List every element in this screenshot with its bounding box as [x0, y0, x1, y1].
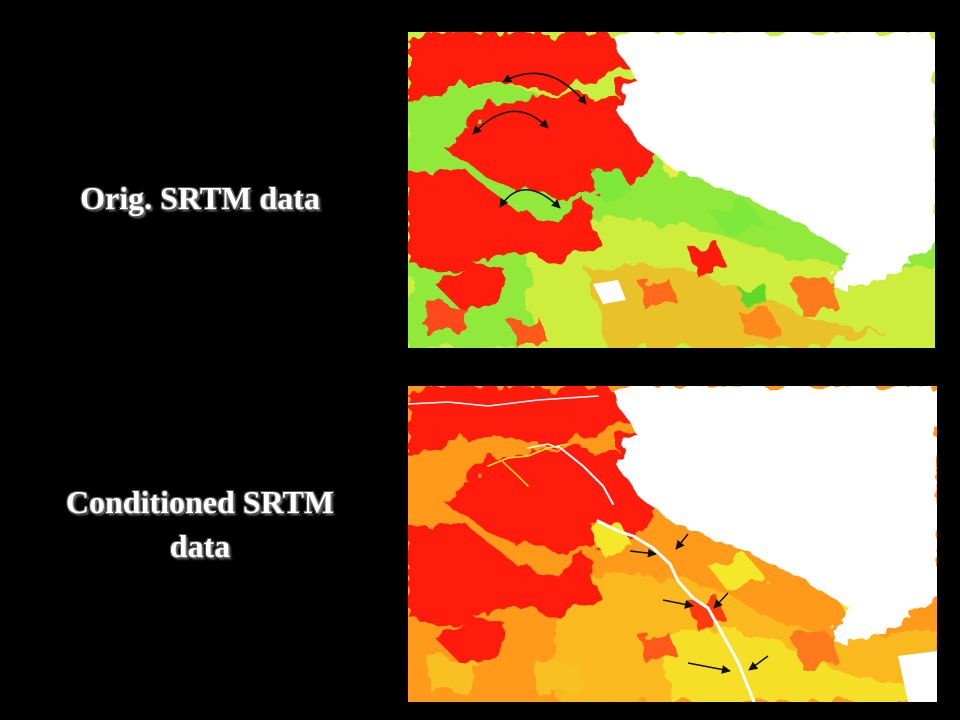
- original-srtm-label: Orig. SRTM data: [20, 176, 380, 220]
- water-body: [608, 32, 935, 292]
- conditioned-srtm-terrain-svg: [408, 386, 937, 702]
- conditioned-srtm-label: Conditioned SRTM data: [20, 480, 380, 568]
- conditioned-srtm-label-line1: Conditioned SRTM: [65, 484, 335, 520]
- original-srtm-label-text: Orig. SRTM data: [80, 180, 320, 216]
- water-patch: [898, 651, 937, 702]
- water-patch: [593, 280, 626, 304]
- original-srtm-terrain-svg: [408, 32, 935, 348]
- water-patch: [848, 516, 908, 544]
- stream-arrows: [629, 533, 769, 674]
- stream-arrows: [472, 72, 587, 209]
- conditioned-srtm-image: [408, 386, 937, 702]
- original-srtm-image: [408, 32, 935, 348]
- conditioned-srtm-label-line2: data: [169, 528, 231, 564]
- water-patch: [848, 162, 908, 190]
- water-body: [608, 386, 937, 646]
- conditioned-stream-network: [408, 395, 756, 702]
